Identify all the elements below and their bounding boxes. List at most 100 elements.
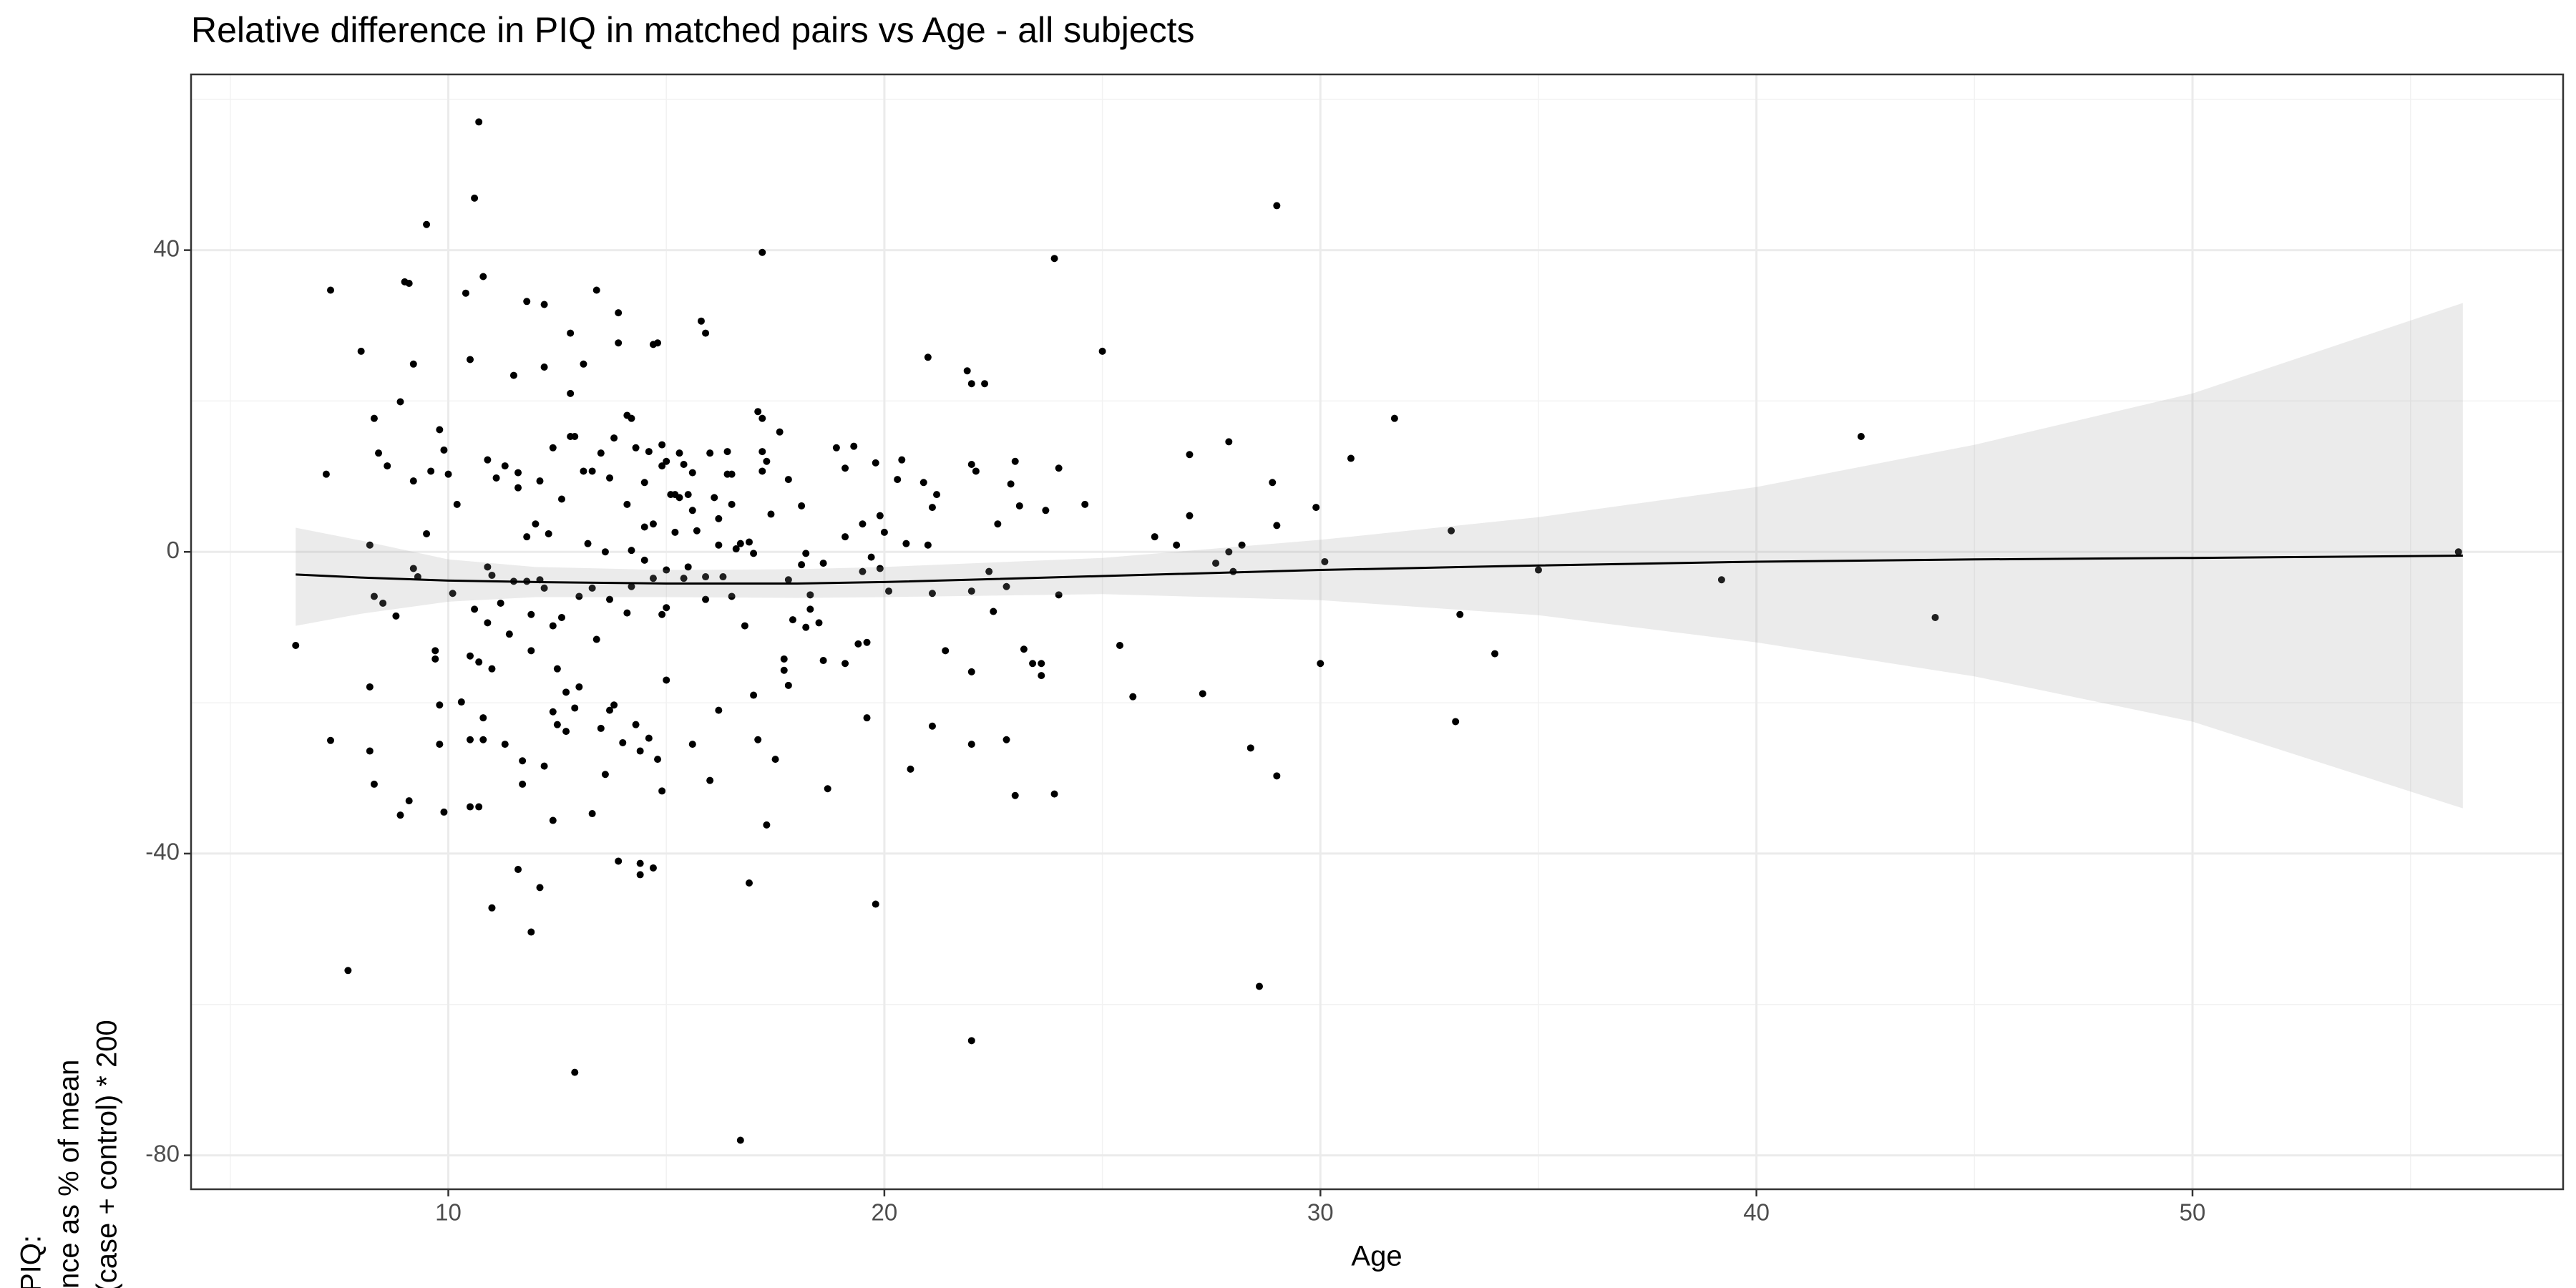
point bbox=[588, 584, 596, 592]
point bbox=[798, 502, 806, 509]
point bbox=[436, 701, 444, 709]
point bbox=[501, 462, 509, 470]
point bbox=[894, 476, 902, 484]
point bbox=[375, 449, 383, 457]
point bbox=[1050, 790, 1058, 798]
point bbox=[715, 514, 723, 522]
point bbox=[606, 706, 613, 714]
point bbox=[2454, 548, 2462, 556]
point bbox=[632, 444, 640, 452]
point bbox=[780, 655, 788, 663]
point bbox=[841, 660, 849, 668]
point bbox=[771, 756, 779, 763]
point bbox=[571, 1068, 579, 1076]
point bbox=[885, 587, 892, 595]
point bbox=[728, 470, 736, 478]
point bbox=[567, 329, 575, 337]
point bbox=[1273, 772, 1281, 780]
point bbox=[1931, 613, 1939, 621]
point bbox=[1029, 660, 1037, 668]
point bbox=[1857, 432, 1865, 440]
point bbox=[702, 595, 710, 603]
point bbox=[732, 545, 740, 553]
point bbox=[592, 286, 600, 294]
point bbox=[1448, 527, 1455, 535]
point bbox=[575, 683, 583, 691]
point bbox=[427, 467, 435, 475]
point bbox=[584, 540, 592, 547]
point bbox=[610, 701, 618, 709]
point bbox=[479, 736, 487, 743]
point bbox=[1238, 541, 1246, 549]
point bbox=[409, 477, 417, 485]
point bbox=[919, 479, 927, 487]
point bbox=[1129, 693, 1137, 701]
point bbox=[663, 566, 670, 574]
point bbox=[588, 467, 596, 475]
point bbox=[344, 967, 352, 975]
point bbox=[697, 317, 705, 325]
x-tick-label: 50 bbox=[2180, 1199, 2206, 1226]
point bbox=[370, 592, 378, 600]
point bbox=[436, 741, 444, 748]
x-axis-title: Age bbox=[1351, 1241, 1402, 1272]
point bbox=[706, 449, 714, 457]
point bbox=[928, 590, 936, 597]
point bbox=[545, 530, 552, 537]
point bbox=[519, 780, 527, 788]
point bbox=[601, 548, 609, 556]
point bbox=[370, 780, 378, 788]
point bbox=[505, 630, 513, 638]
point bbox=[1050, 255, 1058, 263]
point bbox=[1225, 548, 1233, 556]
point bbox=[767, 510, 775, 518]
point bbox=[832, 444, 840, 452]
point bbox=[519, 757, 527, 765]
point bbox=[758, 448, 766, 456]
point bbox=[706, 776, 714, 784]
point bbox=[436, 426, 444, 434]
point bbox=[784, 681, 792, 689]
point bbox=[658, 787, 666, 795]
point bbox=[863, 714, 871, 722]
point bbox=[571, 432, 579, 440]
point bbox=[798, 561, 806, 569]
point bbox=[1151, 533, 1158, 541]
point bbox=[723, 448, 731, 456]
point bbox=[1186, 512, 1194, 519]
point bbox=[967, 741, 975, 748]
smooth-line bbox=[296, 555, 2463, 585]
point bbox=[963, 367, 971, 375]
point bbox=[649, 864, 657, 872]
point bbox=[549, 622, 557, 630]
point bbox=[471, 605, 479, 613]
point bbox=[640, 479, 648, 487]
point bbox=[942, 647, 950, 655]
point bbox=[640, 523, 648, 531]
point bbox=[292, 641, 300, 649]
point bbox=[1321, 557, 1329, 565]
point bbox=[789, 616, 796, 624]
point bbox=[1269, 479, 1277, 487]
point bbox=[806, 591, 814, 599]
point bbox=[741, 622, 748, 630]
point bbox=[784, 576, 792, 584]
point bbox=[527, 647, 535, 655]
point bbox=[640, 556, 648, 564]
point bbox=[431, 647, 439, 655]
y-tick-label: -40 bbox=[145, 839, 180, 865]
point bbox=[628, 547, 635, 555]
point bbox=[967, 460, 975, 468]
point bbox=[763, 821, 771, 829]
point bbox=[654, 339, 662, 347]
point bbox=[1015, 502, 1023, 509]
point bbox=[907, 765, 914, 773]
point bbox=[924, 353, 932, 361]
point bbox=[758, 467, 766, 475]
point bbox=[711, 494, 718, 502]
point bbox=[841, 464, 849, 472]
point bbox=[1534, 566, 1542, 574]
x-tick-label: 40 bbox=[1743, 1199, 1770, 1226]
point bbox=[488, 665, 496, 673]
point bbox=[1007, 480, 1015, 488]
